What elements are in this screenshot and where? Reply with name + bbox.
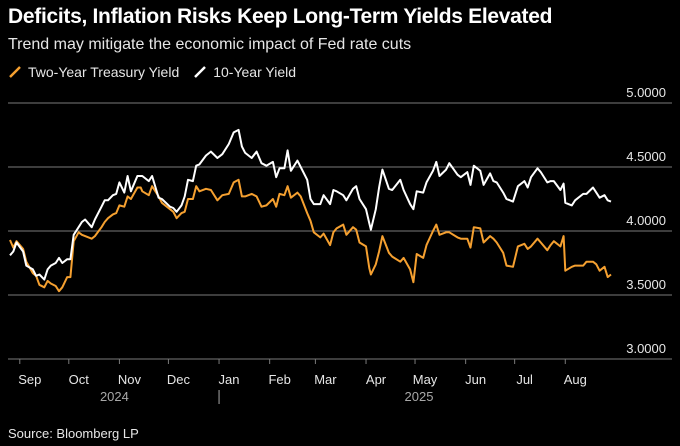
x-tick-label: Oct [69, 372, 90, 387]
x-tick-label: May [413, 372, 438, 387]
legend-label-ten-year: 10-Year Yield [213, 64, 297, 80]
x-tick-label: Sep [18, 372, 41, 387]
x-tick-label: Apr [366, 372, 387, 387]
legend-item-two-year: Two-Year Treasury Yield [8, 64, 179, 80]
source-note: Source: Bloomberg LP [8, 426, 139, 441]
chart-legend: Two-Year Treasury Yield 10-Year Yield [8, 64, 310, 80]
x-tick-label: Jul [516, 372, 533, 387]
y-tick-label: 3.0000 [626, 341, 666, 356]
legend-label-two-year: Two-Year Treasury Yield [28, 64, 180, 80]
x-tick-label: Dec [167, 372, 191, 387]
y-tick-label: 4.5000 [626, 149, 666, 164]
y-tick-label: 4.0000 [626, 213, 666, 228]
series-line-ten-year [9, 128, 612, 281]
legend-swatch-ten-year [194, 66, 207, 78]
x-year-label: 2024 [100, 389, 129, 404]
series-line-two-year [9, 178, 612, 293]
y-tick-label: 5.0000 [626, 85, 666, 100]
grid-lines [8, 102, 672, 360]
chart-title: Deficits, Inflation Risks Keep Long-Term… [8, 5, 553, 28]
series-lines [9, 128, 612, 293]
x-tick-label: Mar [314, 372, 337, 387]
y-tick-label: 3.5000 [626, 277, 666, 292]
x-tick-label: Aug [564, 372, 587, 387]
legend-item-ten-year: 10-Year Yield [193, 64, 296, 80]
x-tick-label: Jan [219, 372, 240, 387]
legend-swatch-two-year [9, 66, 21, 78]
axis-labels: 5.0000 4.5000 4.0000 3.5000 3.0000 Sep Oct Nov D… [18, 85, 666, 404]
x-tick-label: Jun [465, 372, 486, 387]
x-tick-label: Feb [268, 372, 290, 387]
x-tick-label: Nov [118, 372, 142, 387]
chart-subtitle: Trend may mitigate the economic impact o… [8, 36, 412, 53]
x-year-label: 2025 [405, 389, 434, 404]
